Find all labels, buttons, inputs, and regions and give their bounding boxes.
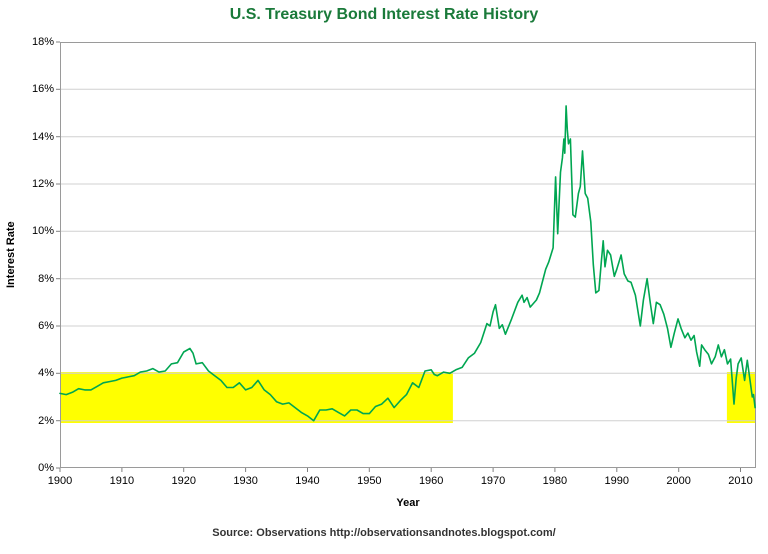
plot-svg: [56, 41, 756, 472]
x-tick-label: 1920: [171, 475, 196, 487]
interest-rate-line: [59, 105, 756, 422]
x-tick-label: 1910: [109, 475, 135, 487]
y-tick-label: 18%: [31, 36, 54, 48]
source-note: Source: Observations http://observations…: [212, 527, 556, 539]
y-axis-title: Interest Rate: [5, 221, 17, 289]
x-tick-label: 1980: [542, 475, 568, 487]
x-axis-title: Year: [396, 497, 420, 509]
y-tick-label: 2%: [38, 414, 54, 427]
y-tick-label: 10%: [31, 225, 54, 238]
x-tick-label: 1900: [47, 475, 73, 487]
y-tick-label: 6%: [38, 320, 54, 332]
x-tick-label: 1960: [418, 475, 444, 487]
y-tick-label: 4%: [38, 367, 54, 380]
x-tick-label: 1990: [604, 475, 630, 487]
y-tick-label: 14%: [31, 130, 54, 143]
y-tick-label: 8%: [38, 272, 54, 285]
chart-title: U.S. Treasury Bond Interest Rate History: [229, 6, 539, 23]
plot-area: [56, 41, 756, 472]
x-tick-label: 1930: [233, 475, 258, 487]
x-tick-label: 2000: [666, 475, 691, 487]
x-tick-label: 1940: [295, 475, 320, 487]
highlight-band: [726, 372, 756, 423]
x-tick-label: 1970: [480, 475, 506, 487]
y-tick-label: 0%: [38, 462, 54, 474]
x-tick-label: 2010: [728, 475, 753, 487]
x-tick-label: 1950: [357, 475, 382, 487]
highlight-band: [60, 372, 453, 423]
plot-border: [60, 42, 756, 468]
y-tick-label: 16%: [31, 83, 54, 96]
y-tick-label: 12%: [31, 178, 54, 190]
